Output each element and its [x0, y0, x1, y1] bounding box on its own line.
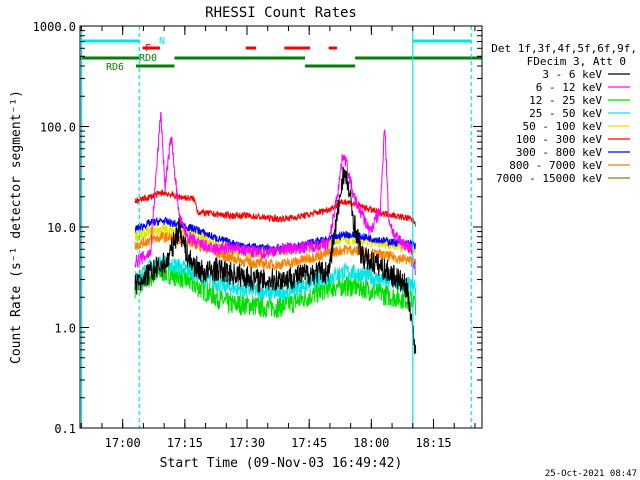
legend-label: 100 - 300 keV: [516, 133, 602, 146]
legend-label: 300 - 800 keV: [516, 146, 602, 159]
x-tick-label: 17:00: [105, 436, 141, 450]
legend-label: 50 - 100 keV: [523, 120, 603, 133]
flag-label-rd0: RD0: [139, 53, 157, 64]
legend-header-line-2: FDecim 3, Att 0: [527, 55, 626, 68]
legend-header-line-1: Det 1f,3f,4f,5f,6f,9f,: [491, 42, 637, 55]
legend-label: 7000 - 15000 keV: [496, 172, 602, 185]
series-line-100-300-kev: [134, 189, 417, 228]
x-tick-label: 17:30: [229, 436, 265, 450]
tick-layer: 0.1 1.0 10.0 100.0 1000.0 17:00 17:15 17:30 17:4…: [33, 20, 482, 450]
data-layer: [134, 111, 417, 355]
x-tick-label: 17:15: [167, 436, 203, 450]
x-axis-label: Start Time (09-Nov-03 16:49:42): [160, 456, 403, 471]
flag-label-rd6: RD6: [106, 62, 124, 73]
series-line-12-25-kev: [134, 261, 417, 319]
y-tick-label: 100.0: [40, 121, 76, 135]
y-axis-label: Count Rate (s⁻¹ detector segment⁻¹): [9, 90, 24, 364]
y-tick-label: 10.0: [47, 221, 76, 235]
legend-label: 12 - 25 keV: [529, 94, 602, 107]
series-line-3-6-kev: [134, 166, 417, 355]
legend-label: 25 - 50 keV: [529, 107, 602, 120]
series-line-6-12-kev: [134, 111, 417, 276]
legend-label: 800 - 7000 keV: [509, 159, 602, 172]
y-tick-label: 1.0: [54, 322, 76, 336]
flag-label-n: N: [159, 36, 165, 47]
chart-title: RHESSI Count Rates: [205, 5, 357, 21]
flag-label-f: F: [145, 43, 151, 54]
footer-timestamp: 25-Oct-2021 08:47: [545, 469, 637, 479]
legend-label: 6 - 12 keV: [536, 81, 603, 94]
x-tick-label: 18:15: [415, 436, 451, 450]
x-tick-label: 17:45: [291, 436, 327, 450]
legend-label: 3 - 6 keV: [542, 68, 602, 81]
y-tick-label: 1000.0: [33, 20, 76, 34]
x-tick-label: 18:00: [353, 436, 389, 450]
y-tick-label: 0.1: [54, 422, 76, 436]
